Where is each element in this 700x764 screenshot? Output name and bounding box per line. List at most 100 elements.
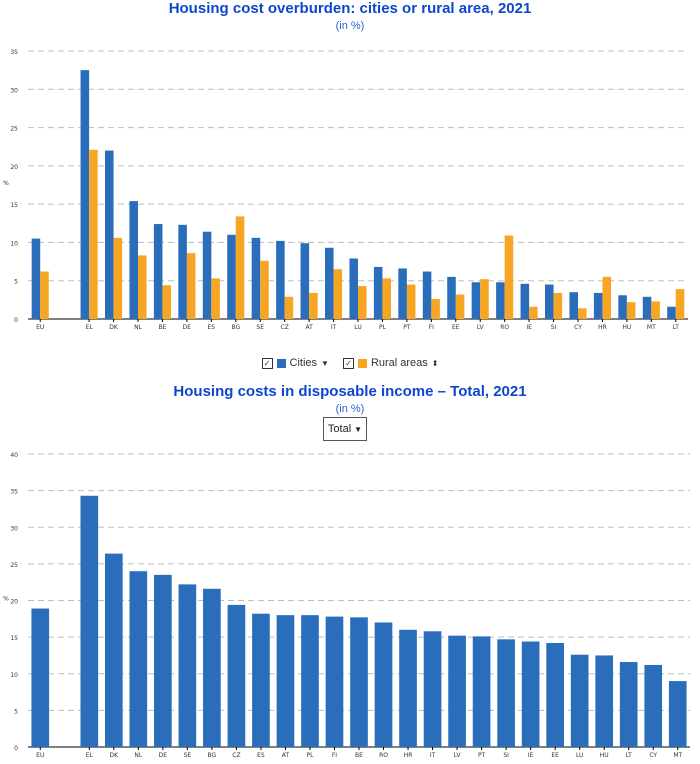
chart1-bar-rural-areas — [675, 289, 685, 319]
chart1-xtick-label: HU — [622, 324, 631, 331]
chart1-bar-cities — [202, 231, 212, 319]
chart2-xtick-label: CZ — [232, 752, 240, 759]
chart2-xtick-label: NL — [134, 752, 142, 759]
chart2-bar-total — [252, 613, 270, 747]
chart1-bar-rural-areas — [260, 260, 269, 319]
chart2-xtick-label: FI — [332, 752, 337, 759]
chart2-xtick-label: IE — [528, 752, 534, 759]
chart2-ytick-label: 0 — [14, 745, 18, 752]
chart1-bar-cities — [471, 282, 481, 319]
chart1-bar-cities — [569, 292, 578, 319]
chart2-ytick-label: 25 — [10, 562, 18, 569]
chart1-xtick-label: EL — [86, 324, 94, 331]
chart2-xtick-label: BG — [208, 752, 217, 759]
chart1-bar-cities — [593, 292, 603, 319]
chart1-bar-rural-areas — [284, 296, 294, 319]
chart1-bar-cities — [325, 247, 334, 319]
caret-down-icon[interactable]: ▼ — [321, 358, 329, 368]
chart1-bar-cities — [520, 283, 530, 319]
chart2-xtick-label: LV — [454, 752, 462, 759]
chart1-ytick-label: 35 — [10, 49, 18, 56]
chart1-bar-cities — [80, 70, 90, 320]
checkbox-checked-icon[interactable]: ✓ — [261, 357, 273, 369]
chart2-xtick-label: LT — [626, 752, 633, 759]
caret-down-icon: ▼ — [354, 424, 363, 434]
chart1-xtick-label: DE — [183, 324, 192, 331]
chart2-xtick-label: AT — [282, 752, 290, 759]
chart2-bar-total — [619, 662, 638, 747]
chart1-xtick-label: RO — [500, 324, 509, 331]
chart1-bar-rural-areas — [186, 253, 196, 319]
chart1-xtick-label: ES — [208, 324, 216, 331]
chart1-xtick-label: HR — [598, 324, 607, 331]
chart2-bar-total — [31, 608, 50, 747]
chart1-bar-cities — [227, 234, 236, 319]
chart2-xtick-label: ES — [257, 752, 265, 759]
chart2-ytick-label: 10 — [10, 672, 18, 679]
chart1-bar-rural-areas — [138, 255, 147, 319]
chart1-bar-cities — [618, 295, 627, 319]
legend-swatch-cities — [276, 358, 286, 368]
chart1-ytick-label: 10 — [10, 240, 18, 247]
chart1-bar-rural-areas — [211, 278, 220, 319]
legend-swatch-rural-areas — [357, 358, 367, 368]
chart1-xtick-label: PT — [403, 324, 411, 331]
chart2-ytick-label: 15 — [10, 635, 18, 642]
chart1-bar-rural-areas — [333, 269, 343, 319]
chart1-bar-cities — [545, 284, 554, 319]
chart2-xtick-label: LU — [576, 752, 583, 759]
chart1-bar-rural-areas — [235, 216, 245, 319]
chart1-xtick-label: EU — [36, 324, 44, 331]
chart2-bar-total — [227, 604, 246, 747]
chart1-xtick-label: IT — [331, 324, 337, 331]
chart2-bar-total — [423, 631, 442, 747]
chart1-ytick-label: 25 — [10, 126, 18, 133]
series-selector-value: Total — [327, 423, 352, 435]
chart1-xtick-label: AT — [305, 324, 313, 331]
sort-arrows-icon[interactable]: ⬍ — [431, 358, 439, 368]
chart2-bar-total — [178, 584, 197, 747]
chart2-xtick-label: EE — [551, 752, 559, 759]
chart1-bar-rural-areas — [455, 294, 465, 319]
legend-item-rural-areas[interactable]: ✓ Rural areas ⬍ — [342, 357, 439, 369]
chart1-bar-rural-areas — [40, 271, 49, 319]
legend-label-rural-areas: Rural areas — [370, 357, 428, 369]
chart2-bar-total — [104, 553, 123, 747]
chart2-xtick-label: PL — [306, 752, 314, 759]
chart2-bar-total — [203, 588, 221, 747]
chart2-xtick-label: SI — [503, 752, 509, 759]
chart2-bar-total — [472, 636, 491, 747]
chart2-bar-total — [374, 622, 393, 747]
chart2-xtick-label: HU — [600, 752, 609, 759]
checkbox-checked-icon[interactable]: ✓ — [342, 357, 354, 369]
chart1-bar-rural-areas — [113, 237, 123, 319]
chart1-bar-rural-areas — [89, 149, 98, 319]
chart2-xtick-label: BE — [355, 752, 363, 759]
chart1-bar-rural-areas — [309, 292, 318, 319]
chart1-bar-rural-areas — [602, 276, 611, 319]
chart1-xtick-label: EE — [452, 324, 460, 331]
chart2-bar-total — [154, 574, 172, 747]
chart2-ytick-label: 35 — [10, 489, 18, 496]
chart1-xtick-label: SI — [551, 324, 557, 331]
chart2-xtick-label: EU — [36, 752, 44, 759]
chart2-bar-total — [546, 642, 564, 747]
chart2-bar-total — [644, 664, 663, 747]
chart1-bar-cities — [276, 240, 285, 319]
chart2-xtick-label: RO — [379, 752, 388, 759]
chart1-ytick-label: 30 — [10, 87, 18, 94]
legend-item-cities[interactable]: ✓ Cities ▼ — [261, 357, 329, 369]
chart1-bar-cities — [153, 224, 163, 319]
chart2-bar-total — [325, 616, 344, 747]
chart1-bar-rural-areas — [504, 235, 514, 319]
chart1-bar-cities — [300, 243, 310, 319]
chart1-bar-rural-areas — [626, 302, 636, 319]
series-selector-dropdown[interactable]: Total ▼ — [323, 417, 367, 441]
chart1-bar-cities — [178, 224, 187, 319]
chart2-xtick-label: IT — [430, 752, 436, 759]
chart2-subtitle: (in %) — [335, 403, 365, 415]
chart1-bar-cities — [667, 306, 676, 319]
chart1-xtick-label: LT — [673, 324, 680, 331]
chart1-bar-rural-areas — [651, 301, 660, 319]
